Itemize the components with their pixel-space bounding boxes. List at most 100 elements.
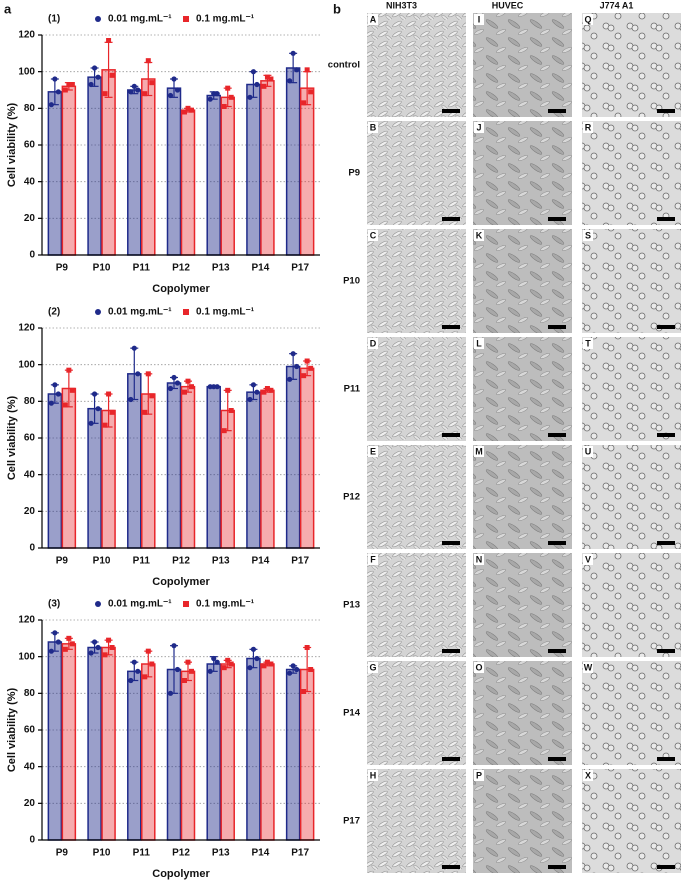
scale-bar xyxy=(548,325,566,329)
tile-letter-box xyxy=(583,770,593,781)
micrograph xyxy=(582,121,681,225)
data-point xyxy=(228,94,234,100)
data-point xyxy=(221,104,227,109)
data-point xyxy=(221,665,227,671)
y-tick-label: 40 xyxy=(24,761,36,772)
bar xyxy=(299,367,315,549)
data-point xyxy=(66,635,72,641)
data-point xyxy=(109,645,115,650)
bar xyxy=(299,668,315,841)
tile-letter-box xyxy=(474,554,484,565)
bar xyxy=(246,657,261,841)
bar xyxy=(47,393,63,549)
tile-letter: J xyxy=(476,122,481,132)
data-point xyxy=(185,659,191,665)
tile-letter: K xyxy=(476,230,483,240)
bar xyxy=(141,78,156,256)
tile-letter-box xyxy=(368,770,378,781)
tile-letter-box xyxy=(474,14,484,25)
micrograph xyxy=(367,121,466,225)
data-point xyxy=(174,87,181,93)
scale-bar xyxy=(442,757,460,761)
y-tick-label: 100 xyxy=(18,66,35,77)
y-tick-label: 120 xyxy=(18,615,35,626)
data-point xyxy=(301,689,307,694)
data-point xyxy=(128,89,134,95)
micrograph xyxy=(367,445,466,549)
data-point xyxy=(142,409,148,415)
micrograph xyxy=(473,769,572,873)
data-point xyxy=(131,345,137,351)
legend-marker xyxy=(95,16,101,22)
row-label: P13 xyxy=(343,600,360,611)
scale-bar xyxy=(548,541,566,545)
scale-bar xyxy=(442,541,460,545)
x-axis-label: Copolymer xyxy=(152,576,210,588)
bar xyxy=(206,385,221,549)
micrograph xyxy=(582,445,681,549)
scale-bar xyxy=(657,217,675,221)
tile-letter: X xyxy=(585,770,591,780)
data-point xyxy=(88,650,94,656)
y-tick-label: 80 xyxy=(24,396,36,407)
data-point xyxy=(135,87,141,93)
scale-bar xyxy=(442,433,460,437)
data-point xyxy=(91,639,98,645)
tile-letter-box xyxy=(474,446,484,457)
data-point xyxy=(268,387,274,393)
tile-letter-box xyxy=(583,338,593,349)
bar xyxy=(285,67,301,256)
tile-letter-box xyxy=(583,230,593,241)
tile-letter-box xyxy=(583,662,593,673)
tile-letter-box xyxy=(368,446,378,457)
x-tick-label: P11 xyxy=(133,848,151,859)
bar xyxy=(61,387,77,549)
x-tick-label: P9 xyxy=(56,263,69,274)
data-point xyxy=(189,384,194,390)
y-tick-label: 0 xyxy=(29,543,35,554)
y-axis-label: Cell viability (%) xyxy=(6,102,18,187)
micrograph xyxy=(367,769,466,873)
chart-title: (3) xyxy=(48,599,60,610)
data-point xyxy=(66,82,72,87)
data-point xyxy=(48,648,54,654)
legend-marker xyxy=(95,601,101,607)
data-point xyxy=(145,371,151,377)
bar xyxy=(101,646,116,841)
data-point xyxy=(261,663,267,669)
tile-letter: E xyxy=(370,446,376,456)
bar xyxy=(180,385,196,549)
data-point xyxy=(185,378,191,384)
micrograph xyxy=(473,229,572,333)
chart-title: (2) xyxy=(48,307,60,318)
y-tick-label: 80 xyxy=(24,688,36,699)
scale-bar xyxy=(657,757,675,761)
bar xyxy=(47,641,63,841)
data-point xyxy=(95,74,101,80)
data-point xyxy=(145,58,151,64)
y-axis-label: Cell viability (%) xyxy=(6,687,18,772)
tile-letter-box xyxy=(474,662,484,673)
data-point xyxy=(62,87,68,93)
tile-letter: T xyxy=(585,338,591,348)
micrograph xyxy=(582,337,681,441)
data-point xyxy=(149,661,155,667)
tile-letter-box xyxy=(368,230,378,241)
bar xyxy=(206,94,221,256)
legend-label: 0.1 mg.mL⁻¹ xyxy=(196,599,255,610)
data-point xyxy=(52,630,58,636)
legend-label: 0.01 mg.mL⁻¹ xyxy=(108,307,172,318)
bar xyxy=(285,365,301,549)
data-point xyxy=(171,374,177,381)
tile-letter-box xyxy=(583,122,593,133)
data-point xyxy=(66,367,72,373)
data-point xyxy=(214,384,220,390)
data-point xyxy=(167,92,174,99)
data-point xyxy=(308,365,314,371)
data-point xyxy=(88,420,94,426)
data-point xyxy=(149,393,155,399)
tile-letter-box xyxy=(474,230,484,241)
data-point xyxy=(102,422,108,428)
data-point xyxy=(294,67,300,73)
bar xyxy=(180,109,196,256)
